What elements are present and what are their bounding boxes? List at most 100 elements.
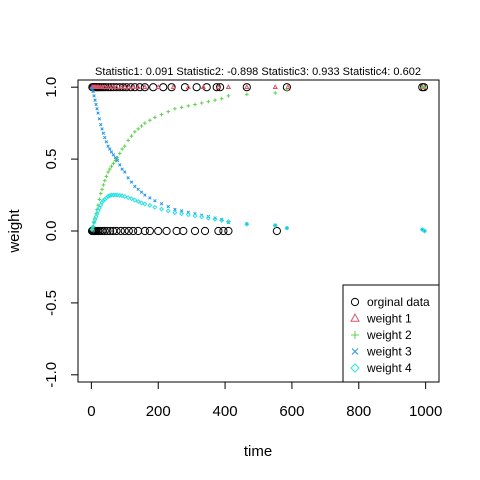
- point-weight-4: [139, 200, 145, 206]
- y-tick-label: 0.0: [43, 221, 60, 242]
- point-weight-2: [226, 94, 231, 98]
- point-weight-1: [135, 84, 141, 89]
- x-tick-label: 400: [213, 403, 238, 420]
- point-weight-1: [185, 84, 191, 89]
- point-weight-4: [172, 210, 178, 216]
- point-orginal-data: [202, 83, 211, 92]
- point-weight-2: [117, 151, 122, 156]
- point-weight-1: [107, 84, 113, 89]
- point-weight-3: [109, 150, 114, 154]
- legend-label: weight 4: [366, 361, 412, 375]
- point-orginal-data: [134, 226, 143, 236]
- point-weight-3: [94, 102, 98, 107]
- point-weight-4: [185, 212, 191, 218]
- point-weight-4: [159, 206, 165, 212]
- point-weight-4: [179, 211, 185, 217]
- point-weight-3: [153, 199, 157, 203]
- y-tick-label: -1.0: [43, 362, 60, 388]
- point-orginal-data: [162, 226, 171, 236]
- point-weight-1: [118, 84, 124, 89]
- point-weight-3: [123, 170, 127, 174]
- legend-symbol: [351, 331, 359, 339]
- point-weight-4: [135, 199, 141, 205]
- y-axis: -1.0 -0.5 0.0 0.5 1.0: [43, 77, 79, 388]
- point-weight-2: [143, 121, 147, 125]
- point-weight-3: [106, 144, 110, 148]
- legend-symbol: [350, 363, 360, 373]
- point-weight-4: [272, 223, 278, 229]
- point-weight-1: [244, 84, 250, 89]
- point-weight-4: [205, 215, 211, 221]
- point-weight-2: [109, 164, 114, 169]
- point-weight-2: [100, 187, 104, 192]
- point-weight-1: [142, 84, 148, 89]
- point-orginal-data: [242, 83, 251, 92]
- point-weight-4: [107, 193, 113, 199]
- point-weight-2: [106, 170, 110, 174]
- point-orginal-data: [116, 226, 125, 236]
- legend-symbol: [350, 313, 360, 322]
- legend-label: weight 3: [366, 345, 412, 359]
- point-weight-2: [166, 109, 171, 114]
- point-weight-3: [101, 131, 106, 135]
- point-weight-2: [129, 134, 134, 138]
- point-orginal-data: [120, 226, 129, 236]
- point-orginal-data: [103, 226, 112, 236]
- y-tick-label: -0.5: [43, 290, 60, 316]
- point-weight-1: [110, 84, 116, 89]
- point-weight-2: [199, 101, 204, 105]
- point-orginal-data: [100, 226, 109, 236]
- point-weight-3: [95, 107, 99, 111]
- point-orginal-data: [214, 226, 223, 236]
- point-weight-2: [122, 144, 127, 148]
- point-weight-4: [165, 208, 171, 214]
- point-weight-1: [155, 84, 161, 89]
- point-weight-2: [193, 102, 197, 107]
- x-tick-label: 600: [279, 403, 304, 420]
- point-weight-4: [142, 201, 148, 207]
- point-weight-2: [179, 105, 184, 110]
- x-tick-label: 0: [87, 403, 95, 420]
- point-orginal-data: [154, 226, 163, 236]
- point-weight-3: [148, 196, 152, 200]
- point-weight-4: [422, 228, 428, 234]
- point-weight-3: [166, 204, 170, 209]
- point-orginal-data: [180, 83, 190, 92]
- point-weight-1: [215, 84, 222, 89]
- x-tick-label: 200: [146, 403, 171, 420]
- point-orginal-data: [112, 226, 121, 236]
- point-weight-3: [93, 98, 97, 102]
- point-weight-2: [186, 104, 191, 108]
- point-orginal-data: [212, 83, 221, 92]
- point-weight-3: [179, 209, 184, 213]
- point-weight-4: [90, 224, 96, 230]
- point-weight-3: [136, 187, 140, 191]
- point-weight-4: [284, 225, 290, 231]
- point-weight-3: [126, 176, 130, 180]
- point-weight-2: [153, 115, 157, 120]
- point-weight-3: [103, 135, 107, 140]
- point-weight-3: [108, 147, 112, 151]
- point-weight-1: [272, 84, 278, 89]
- point-orginal-data: [224, 226, 233, 236]
- point-weight-4: [225, 219, 231, 225]
- point-weight-3: [115, 158, 120, 163]
- point-weight-2: [113, 158, 118, 163]
- point-weight-4: [99, 199, 105, 205]
- point-weight-1: [102, 84, 108, 89]
- point-weight-3: [111, 153, 116, 157]
- point-weight-2: [219, 96, 224, 101]
- point-orginal-data: [219, 226, 228, 236]
- point-weight-4: [419, 227, 425, 233]
- point-weight-3: [220, 217, 224, 222]
- point-orginal-data: [179, 226, 188, 236]
- point-weight-1: [113, 84, 120, 89]
- point-weight-2: [285, 88, 289, 92]
- y-tick-label: 1.0: [43, 77, 60, 98]
- point-weight-2: [102, 178, 107, 183]
- point-weight-2: [120, 147, 124, 151]
- point-weight-2: [139, 124, 144, 128]
- legend-symbol: [350, 297, 360, 307]
- point-weight-2: [173, 106, 177, 111]
